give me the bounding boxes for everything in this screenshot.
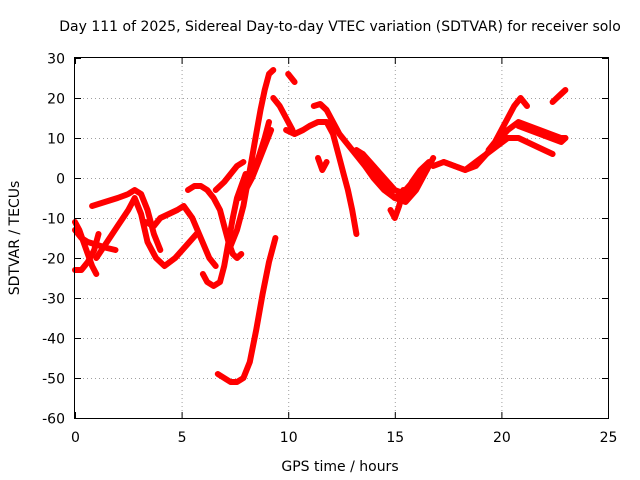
y-tick-label: -30 [42, 292, 65, 308]
data-series-arc-25 [485, 95, 530, 153]
data-series-arc-22 [400, 159, 432, 201]
y-tick-label: -40 [42, 332, 65, 348]
data-series-arc-27 [549, 87, 569, 105]
x-tick-label: 15 [386, 430, 404, 446]
x-tick-label: 5 [178, 430, 187, 446]
x-tick-label: 10 [280, 430, 298, 446]
y-tick-label: 30 [47, 52, 65, 68]
plot-frame [74, 57, 609, 419]
data-series-arc-10 [227, 67, 277, 249]
y-tick-label: 0 [56, 172, 65, 188]
chart-title: Day 111 of 2025, Sidereal Day-to-day VTE… [59, 19, 621, 35]
y-tick-label: -60 [42, 412, 65, 428]
data-series-arc-24 [440, 119, 569, 173]
data-series-arc-13 [249, 119, 272, 177]
data-series-arc-12 [214, 235, 279, 385]
x-tick-label: 25 [600, 430, 618, 446]
y-tick-label: -10 [42, 212, 65, 228]
data-series-arc-9 [212, 159, 247, 193]
data-series-arc-3 [72, 231, 102, 273]
x-tick-label: 0 [71, 430, 80, 446]
series-layer [72, 67, 569, 385]
data-series-arc-18 [315, 155, 330, 173]
data-series-arc-7 [185, 183, 245, 261]
data-series-arc-8 [199, 171, 249, 289]
y-tick-label: 10 [47, 132, 65, 148]
data-series-arc-15 [285, 71, 298, 85]
y-tick-label: 20 [47, 92, 65, 108]
data-series-arc-14 [270, 95, 296, 133]
data-series-arc-5 [93, 195, 200, 269]
y-axis-label: SDTVAR / TECUs [7, 181, 23, 296]
data-series-arc-16 [283, 119, 360, 237]
x-tick-label: 20 [493, 430, 511, 446]
data-series-arc-26 [515, 123, 569, 145]
y-tick-label: -20 [42, 252, 65, 268]
data-series-arc-6 [142, 203, 219, 269]
data-series-arc-2 [72, 219, 100, 277]
ticks: 0 5 10 15 20 25 -60 -50 -40 -30 -20 -10 0 10 20 30 [42, 52, 617, 447]
y-tick-label: -50 [42, 372, 65, 388]
x-axis-label: GPS time / hours [281, 459, 398, 475]
